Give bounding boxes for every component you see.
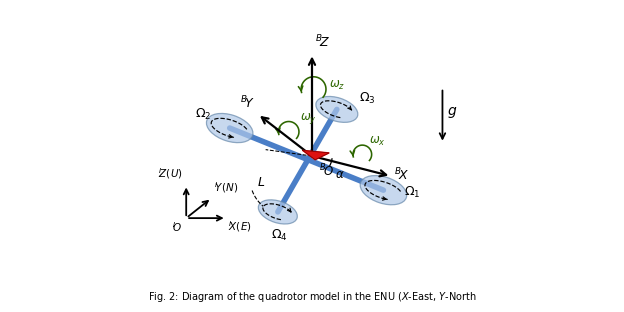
Ellipse shape [316, 96, 358, 122]
Text: $\Omega_3$: $\Omega_3$ [359, 91, 375, 106]
Text: $^I\!Y(N)$: $^I\!Y(N)$ [214, 181, 238, 195]
Text: $^I\!Z(U)$: $^I\!Z(U)$ [158, 167, 183, 182]
Text: $^B\!Z$: $^B\!Z$ [315, 34, 330, 51]
Text: $\omega_x$: $\omega_x$ [369, 135, 386, 148]
Ellipse shape [258, 200, 297, 224]
Text: $^B\!O$: $^B\!O$ [319, 162, 334, 179]
Ellipse shape [360, 176, 407, 205]
Text: $\alpha$: $\alpha$ [335, 168, 345, 181]
Text: $L$: $L$ [256, 176, 265, 189]
Ellipse shape [207, 114, 253, 143]
Text: $\Omega_1$: $\Omega_1$ [404, 185, 420, 200]
Text: $\Omega_4$: $\Omega_4$ [271, 228, 288, 243]
Text: $\omega_y$: $\omega_y$ [300, 111, 316, 126]
Text: $^I\!X(E)$: $^I\!X(E)$ [228, 219, 252, 234]
Text: Fig. 2: Diagram of the quadrotor model in the ENU ($X$-East, $Y$-North: Fig. 2: Diagram of the quadrotor model i… [148, 290, 476, 304]
Text: $^B\!X$: $^B\!X$ [394, 167, 409, 183]
Polygon shape [303, 150, 329, 160]
Text: $g$: $g$ [447, 105, 457, 120]
Text: $^I\!O$: $^I\!O$ [172, 221, 183, 234]
Text: $\omega_z$: $\omega_z$ [329, 79, 346, 92]
Text: $^B\!Y$: $^B\!Y$ [240, 94, 255, 111]
Text: $\Omega_2$: $\Omega_2$ [195, 107, 212, 122]
